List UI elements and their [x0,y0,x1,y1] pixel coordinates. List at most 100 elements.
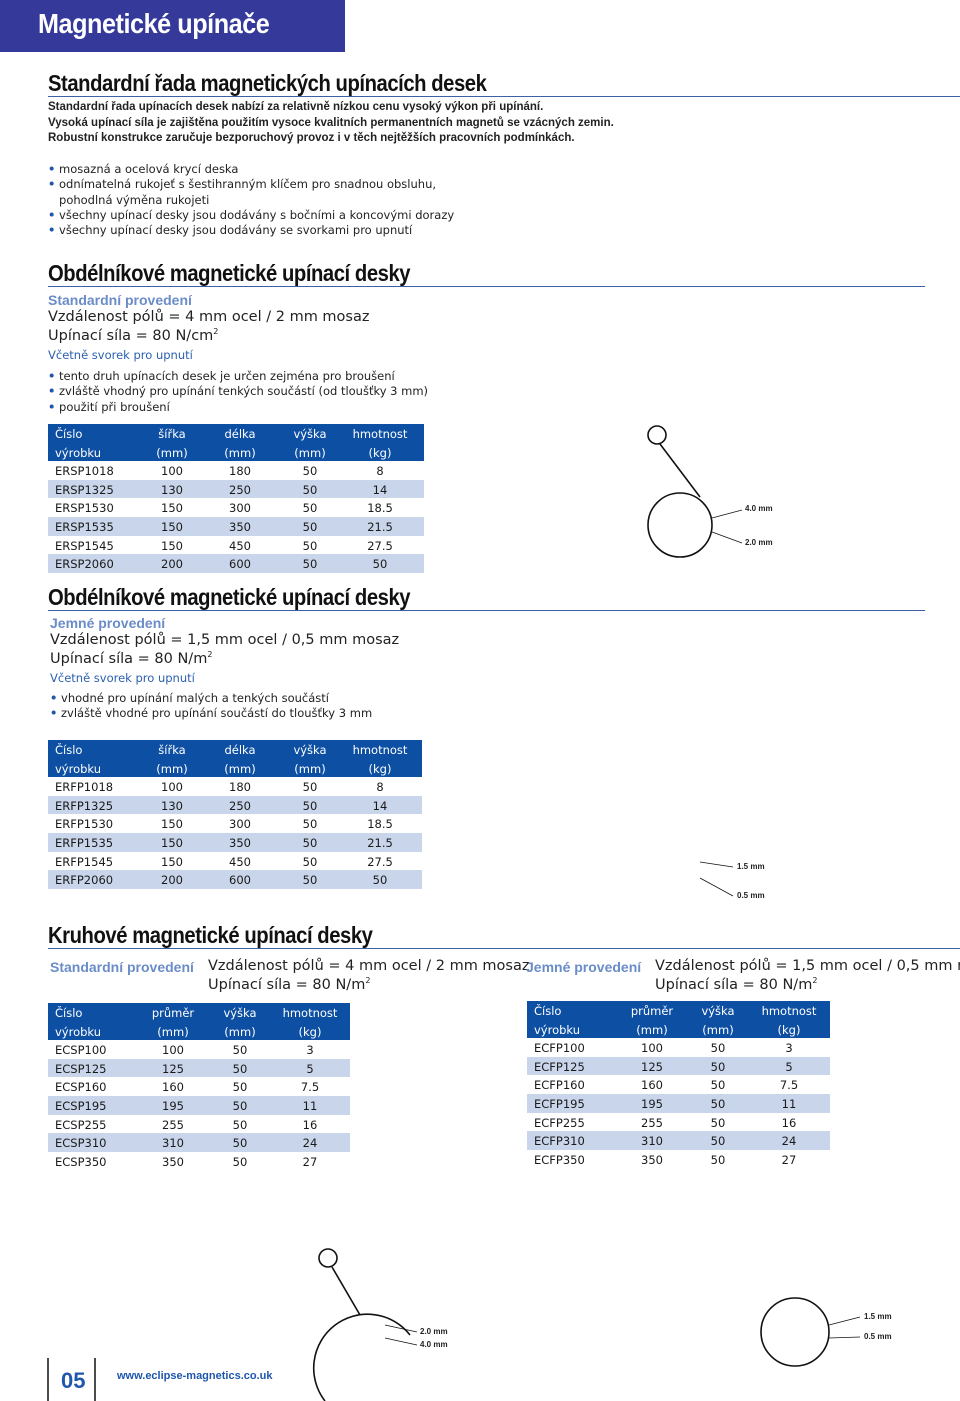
table-cell: 5 [785,1059,793,1074]
table-cell: ECFP195 [534,1097,585,1111]
bullet-text: odnímatelná rukojeť s šestihranným klíče… [59,177,437,192]
table-cell: 8 [376,780,384,795]
table-row [527,1056,830,1076]
table-header-cell: průměr [151,1006,195,1020]
pole-distance: Vzdálenost pólů = 4 mm ocel / 2 mm mosaz [208,958,530,974]
section-title: Obdélníkové magnetické upínací desky [48,584,411,610]
pole-distance: Vzdálenost pólů = 1,5 mm ocel / 0,5 mm m… [50,632,400,648]
table-cell: 100 [162,1043,184,1058]
table-cell: ECFP255 [534,1115,585,1130]
table-cell: ERFP1535 [55,836,114,850]
table-cell: 3 [306,1043,314,1058]
table-cell: ECFP125 [534,1059,585,1074]
table-row [48,851,422,871]
table-header-row [48,740,422,759]
table-header-cell: (mm) [224,761,256,776]
table-cell: ECSP125 [55,1061,107,1076]
table-cell: 50 [710,1134,726,1149]
table-cell: 350 [229,520,251,534]
bullet-item: • tento druh upínacích desek je určen ze… [48,369,395,383]
force-text: Upínací síla = 80 N/m [655,976,813,993]
table-cell: 50 [372,873,388,888]
table-cell: 50 [302,464,318,479]
bullet-dot: • [48,207,56,222]
table-row [48,535,424,555]
table-cell: ERFP1545 [55,854,114,869]
table-cell: 50 [302,557,318,572]
table-cell: 27.5 [367,538,393,553]
table-row [48,1058,350,1078]
table-cell: 125 [641,1059,663,1074]
table-cell: 50 [710,1152,726,1167]
table-cell: 180 [229,780,251,795]
table-cell: 27 [781,1152,797,1167]
table-cell: 300 [229,817,251,832]
table-header-cell: (mm) [224,1024,256,1039]
dimension-label: 1.5 mm [864,1312,892,1321]
header-title: Magnetické upínače [38,8,270,39]
bullet-text: zvláště vhodné pro upínání součástí do t… [61,706,373,721]
table-cell: ECSP310 [55,1136,107,1151]
table-header-cell: (mm) [636,1022,668,1037]
table-cell: 50 [710,1059,726,1074]
table-cell: ECSP255 [55,1117,107,1132]
table-row [48,1114,350,1134]
force-sup: 2 [812,976,818,985]
force-text: Upínací síla = 80 N/m [208,976,366,993]
table-cell: 24 [781,1134,797,1149]
bullet-item: • vhodné pro upínání malých a tenkých so… [50,691,329,705]
force-text: Upínací síla = 80 N/m [50,650,208,667]
table-header-cell: výška [223,1006,257,1020]
table-header-row [527,1001,830,1020]
table-header-cell: (kg) [368,445,392,460]
bullet-text: všechny upínací desky jsou dodávány se s… [59,223,413,238]
table-cell: 50 [710,1097,726,1111]
table-cell: 100 [161,464,183,479]
table-cell: 160 [162,1080,184,1095]
table-cell: 50 [302,520,318,534]
table-cell: ERSP1530 [55,501,114,516]
dimension-label: 1.5 mm [737,862,765,871]
bullet-text: pohodlná výměna rukojeti [59,192,210,207]
table-cell: 50 [232,1043,248,1058]
table-header-cell: Číslo [55,427,83,441]
table-cell: ECSP100 [55,1043,107,1058]
table-cell: ERFP1325 [55,798,114,813]
table-cell: 200 [161,557,183,572]
table-header-cell: hmotnost [352,743,408,757]
table-cell: 310 [162,1136,184,1151]
table-header-cell: výrobku [55,1024,102,1039]
table-cell: 21.5 [367,520,393,534]
bullet-item: • pohodlná výměna rukojeti [48,193,209,207]
table-header-row [527,1019,830,1039]
table-cell: 195 [162,1099,184,1113]
table-cell: ECSP160 [55,1080,107,1095]
bullet-dot: • [50,691,58,705]
table-cell: 14 [372,798,388,813]
table-header-row [48,442,424,462]
table-header-cell: (mm) [156,445,188,460]
table-cell: ECFP310 [534,1134,585,1149]
table-row [48,870,422,889]
table-cell: 50 [372,557,388,572]
subtitle: Standardní provedení [50,959,194,975]
website: www.eclipse-magnetics.co.uk [117,1370,273,1382]
section-rule [48,948,960,949]
dimension-label: 4.0 mm [420,1340,448,1349]
table-cell: ERSP1325 [55,482,114,497]
table-header-cell: (mm) [224,445,256,460]
table-cell: 50 [710,1115,726,1130]
table-row [527,1075,830,1094]
table-cell: 150 [161,854,183,869]
table-cell: 50 [302,873,318,888]
table-cell: 255 [641,1115,663,1130]
bullet-dot: • [48,399,56,414]
table-header-cell: Číslo [55,743,83,757]
table-cell: ERSP1545 [55,538,114,553]
pole-distance: Vzdálenost pólů = 4 mm ocel / 2 mm mosaz [48,309,370,325]
bullet-item: • všechny upínací desky jsou dodávány s … [48,208,454,222]
section-rule [48,286,925,287]
table-cell: ECSP195 [55,1099,107,1113]
table-cell: 50 [232,1099,248,1113]
